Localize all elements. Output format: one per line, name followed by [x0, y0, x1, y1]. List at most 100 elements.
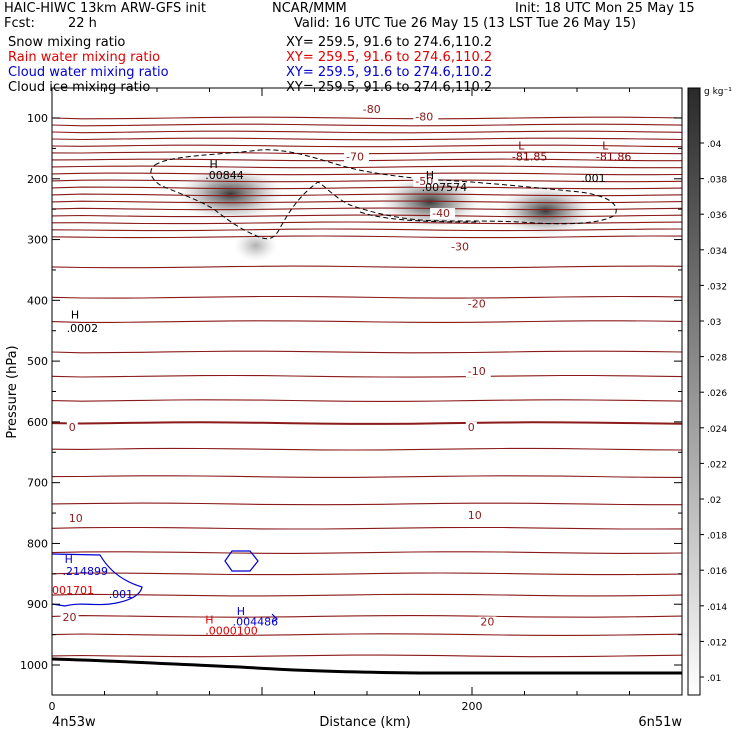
plot-area: -80-80-70-50-40-30-20-100 010 102020H.0084…	[52, 103, 682, 675]
isotherm-29	[52, 551, 682, 554]
y-tick-label-3: 400	[27, 294, 48, 307]
isotherm-label-2: -70	[346, 151, 364, 164]
isotherm-18	[52, 265, 682, 269]
x-tick-label-0: 0	[49, 700, 56, 713]
isotherm-33	[52, 633, 682, 636]
annotation-16: H	[205, 614, 213, 627]
field-rain-xy: XY= 259.5, 91.6 to 274.6,110.2	[286, 50, 493, 65]
isotherm-26	[52, 475, 682, 478]
isotherm-17	[52, 235, 682, 239]
annotation-12: .214899	[63, 565, 109, 578]
annotation-13: 001701	[52, 584, 94, 597]
ice-blob-2	[497, 185, 594, 237]
field-cloudwater-xy: XY= 259.5, 91.6 to 274.6,110.2	[286, 65, 493, 80]
annotation-2: H	[426, 169, 434, 182]
isotherm-label-bg-11	[465, 510, 484, 522]
isotherm-12	[52, 200, 682, 204]
isotherm-3	[52, 137, 682, 141]
valid-time: Valid: 16 UTC Tue 26 May 15 (13 LST Tue …	[294, 16, 637, 31]
annotation-4: .001	[581, 172, 606, 185]
isotherm-28	[52, 526, 682, 530]
colorbar-tick-label-5: .02	[707, 496, 721, 506]
isotherm-label-3: -50	[415, 175, 433, 188]
colorbar-tick-label-15: .04	[707, 140, 722, 150]
terrain-line	[52, 657, 682, 675]
x-left-endpoint: 4n53w	[52, 715, 96, 730]
colorbar-tick-label-10: .03	[707, 318, 721, 328]
isotherm-label-4: -40	[432, 207, 450, 220]
colorbar-tick-label-3: .016	[707, 567, 727, 577]
annotation-0: H	[210, 158, 218, 171]
colorbar-tick-label-8: .026	[707, 389, 727, 399]
cloud-ice-contour-inner	[359, 211, 481, 223]
field-snow-xy: XY= 259.5, 91.6 to 274.6,110.2	[286, 35, 493, 50]
isotherm-label-9: 0	[468, 421, 475, 434]
x-axis-label: Distance (km)	[319, 715, 410, 730]
colorbar-tick-label-9: .028	[707, 354, 727, 364]
isotherm-label-bg-13	[60, 612, 79, 624]
colorbar-unit: g kg⁻¹	[704, 87, 732, 97]
isotherm-label-7: -10	[468, 365, 486, 378]
isotherm-label-bg-4	[430, 208, 456, 220]
ice-blob-0	[177, 166, 284, 222]
isotherm-label-bg-0	[360, 104, 386, 116]
annotation-1: .00844	[205, 169, 244, 182]
isotherm-label-12: 20	[480, 615, 494, 628]
colorbar-tick-label-1: .012	[707, 638, 727, 648]
model-title: HAIC-HIWC 13km ARW-GFS init	[4, 1, 206, 16]
isotherm-label-bg-6	[465, 298, 491, 310]
annotation-18: .0000100	[205, 625, 257, 638]
annotation-8: -81.86	[596, 151, 631, 164]
isotherm-label-bg-1	[413, 111, 439, 123]
colorbar: .01 .012 .014 .016 .018 .02 .022 .024 .026 .028 .0…	[687, 87, 732, 696]
colorbar-tick-label-2: .014	[707, 603, 727, 613]
annotation-14: .001	[109, 588, 134, 601]
isotherm-label-bg-7	[465, 366, 491, 378]
y-tick-label-5: 600	[27, 416, 48, 429]
isotherm-label-bg-10	[66, 513, 85, 525]
cloud-water-contour-tick	[271, 613, 278, 623]
isotherm-31	[52, 593, 682, 597]
annotation-10: .0002	[67, 322, 99, 335]
y-tick-label-9: 1000	[20, 659, 48, 672]
isotherm-label-bg-12	[478, 616, 497, 628]
x-right-endpoint: 6n51w	[638, 715, 682, 730]
fcst-value: 22 h	[68, 16, 97, 31]
x-tick-label-1: 200	[462, 700, 483, 713]
isotherm-8	[52, 172, 682, 176]
annotation-3: .007574	[422, 181, 468, 194]
isotherm-2	[52, 130, 682, 134]
isotherm-label-11: 10	[468, 509, 482, 522]
cloud-water-contour	[52, 553, 143, 607]
isotherm-label-bg-5	[449, 241, 474, 253]
colorbar-tick-label-12: .034	[707, 247, 727, 257]
y-axis-label: Pressure (hPa)	[5, 345, 20, 438]
isotherm-7	[52, 165, 682, 169]
isotherm-1	[52, 123, 682, 127]
isotherm-11	[52, 193, 682, 197]
isotherm-10	[52, 186, 682, 190]
isotherm-0	[52, 116, 682, 120]
init-time: Init: 18 UTC Mon 25 May 15	[515, 1, 695, 16]
isotherm-label-8: 0	[69, 421, 76, 434]
colorbar-tick-label-6: .022	[707, 460, 727, 470]
isotherm-label-0: -80	[363, 103, 381, 116]
field-rain-name: Rain water mixing ratio	[8, 50, 161, 65]
y-tick-label-6: 700	[27, 477, 48, 490]
isotherm-23	[52, 399, 682, 402]
isotherm-label-1: -80	[415, 110, 433, 123]
center-name: NCAR/MMM	[272, 1, 347, 16]
isotherm-label-bg-8	[66, 422, 78, 434]
annotation-6: -81.85	[512, 151, 547, 164]
isotherm-27	[52, 502, 682, 506]
isotherm-30	[52, 572, 682, 576]
isotherm-label-13: 20	[63, 611, 77, 624]
field-snow-name: Snow mixing ratio	[8, 35, 126, 50]
isotherm-34	[52, 654, 682, 658]
y-tick-label-0: 100	[27, 112, 48, 125]
fcst-label: Fcst:	[4, 16, 35, 31]
annotation-7: L	[602, 140, 609, 153]
isotherm-22	[52, 374, 682, 378]
isotherm-15	[52, 221, 682, 225]
